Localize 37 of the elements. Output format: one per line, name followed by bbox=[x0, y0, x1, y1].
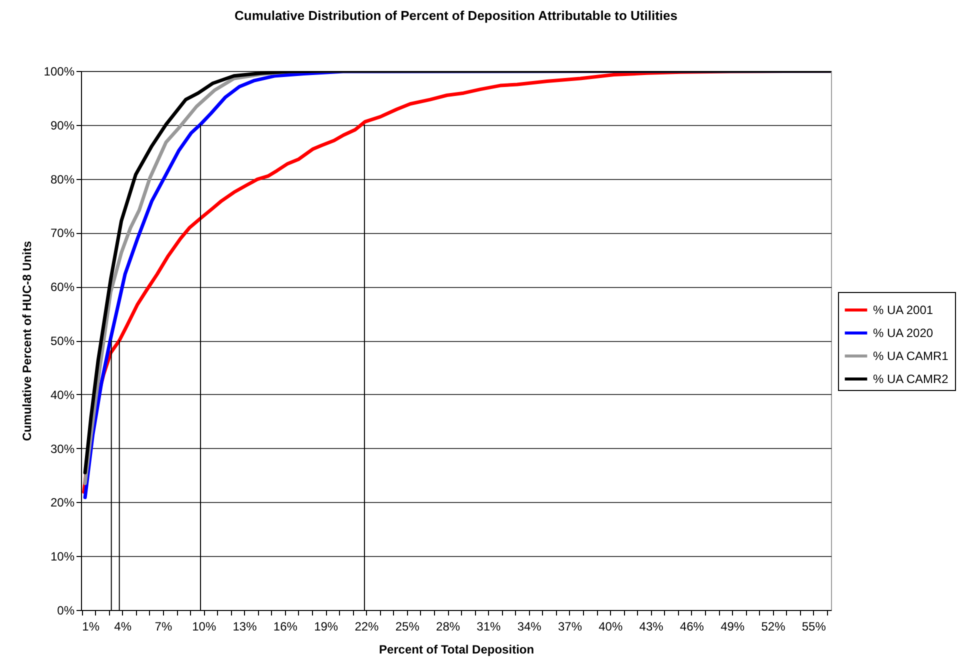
x-tick-label: 25% bbox=[395, 620, 420, 634]
x-tick-label: 34% bbox=[517, 620, 542, 634]
x-tick-label: 46% bbox=[680, 620, 704, 634]
x-tick-label: 13% bbox=[232, 620, 258, 634]
x-tick-label: 19% bbox=[314, 620, 338, 634]
y-tick-label: 0% bbox=[57, 604, 75, 618]
x-tick-label: 40% bbox=[598, 620, 623, 634]
y-tick-label: 90% bbox=[50, 118, 75, 132]
y-tick-label: 20% bbox=[50, 496, 75, 510]
x-tick-label: 49% bbox=[720, 620, 745, 634]
x-tick-label: 28% bbox=[436, 620, 460, 634]
x-tick-label: 10% bbox=[192, 620, 216, 634]
x-tick-label: 16% bbox=[273, 620, 298, 634]
chart-title: Cumulative Distribution of Percent of Deposition Attributable to Utilities bbox=[234, 8, 678, 23]
legend-label: % UA CAMR2 bbox=[873, 372, 949, 386]
y-tick-label: 40% bbox=[50, 388, 75, 402]
y-tick-label: 30% bbox=[50, 442, 75, 456]
y-axis-title: Cumulative Percent of HUC-8 Units bbox=[20, 240, 34, 442]
y-tick-label: 60% bbox=[50, 280, 75, 294]
x-tick-label: 43% bbox=[639, 620, 664, 634]
x-tick-label: 52% bbox=[761, 620, 786, 634]
x-tick-label: 31% bbox=[476, 620, 502, 634]
y-tick-label: 100% bbox=[44, 64, 75, 78]
legend-label: % UA CAMR1 bbox=[873, 349, 949, 363]
y-tick-label: 10% bbox=[50, 550, 75, 564]
x-tick-label: 22% bbox=[354, 620, 380, 634]
x-tick-label: 1% bbox=[82, 620, 100, 634]
x-tick-label: 7% bbox=[154, 620, 172, 634]
y-tick-label: 70% bbox=[50, 226, 75, 240]
x-tick-label: 4% bbox=[114, 620, 132, 634]
y-tick-label: 50% bbox=[50, 334, 75, 348]
x-axis-title: Percent of Total Deposition bbox=[378, 642, 534, 656]
y-tick-label: 80% bbox=[50, 172, 75, 186]
legend-label: % UA 2001 bbox=[873, 303, 934, 317]
legend-label: % UA 2020 bbox=[873, 326, 934, 340]
x-tick-label: 37% bbox=[558, 620, 582, 634]
x-tick-label: 55% bbox=[802, 620, 826, 634]
